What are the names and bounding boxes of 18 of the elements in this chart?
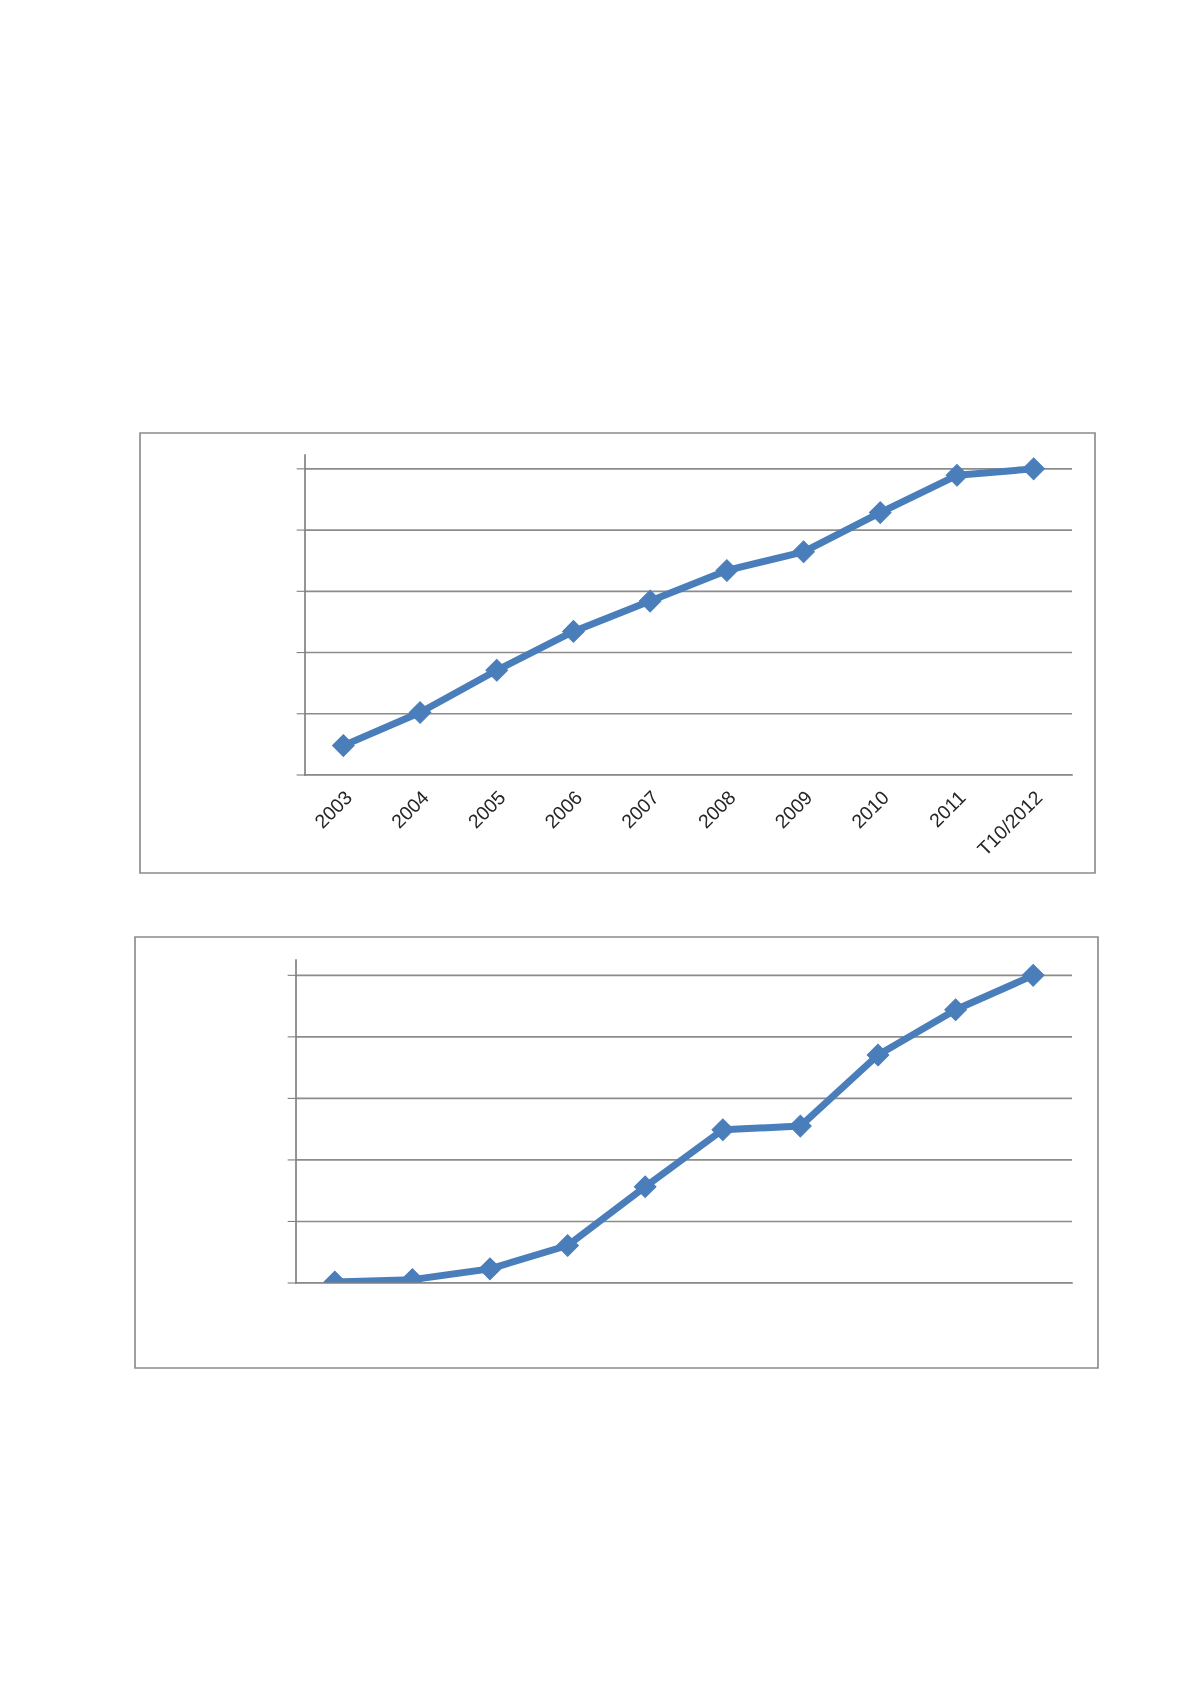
point	[945, 463, 969, 487]
point	[485, 658, 509, 682]
point	[1021, 964, 1045, 987]
point	[332, 734, 355, 757]
point	[478, 1257, 502, 1281]
point	[556, 1234, 579, 1257]
point	[868, 501, 892, 524]
point	[562, 620, 585, 643]
point	[633, 1175, 657, 1199]
point	[408, 701, 432, 724]
point	[638, 589, 662, 613]
point	[944, 998, 967, 1022]
point	[789, 1114, 812, 1138]
point	[711, 1118, 735, 1142]
point	[715, 559, 739, 582]
point	[792, 540, 815, 564]
point	[1022, 457, 1045, 481]
point	[866, 1043, 890, 1067]
